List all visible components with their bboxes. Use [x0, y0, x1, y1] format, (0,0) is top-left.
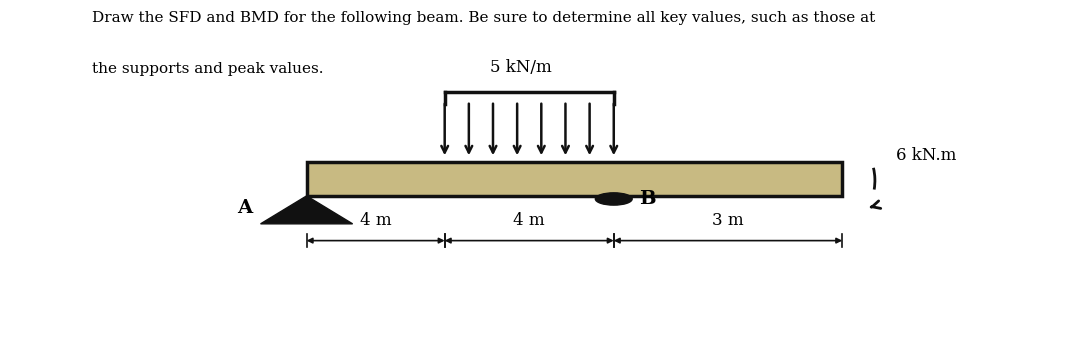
- Text: B: B: [639, 190, 656, 208]
- Circle shape: [595, 193, 632, 205]
- Text: 3 m: 3 m: [712, 212, 744, 229]
- Polygon shape: [260, 196, 352, 224]
- Text: 5 kN/m: 5 kN/m: [490, 59, 552, 76]
- Text: 4 m: 4 m: [513, 212, 545, 229]
- Text: 6 kN.m: 6 kN.m: [895, 147, 956, 164]
- Bar: [307, 162, 842, 196]
- Text: 4 m: 4 m: [360, 212, 391, 229]
- Text: Draw the SFD and BMD for the following beam. Be sure to determine all key values: Draw the SFD and BMD for the following b…: [92, 11, 875, 25]
- Text: A: A: [237, 200, 253, 217]
- Text: the supports and peak values.: the supports and peak values.: [92, 62, 323, 76]
